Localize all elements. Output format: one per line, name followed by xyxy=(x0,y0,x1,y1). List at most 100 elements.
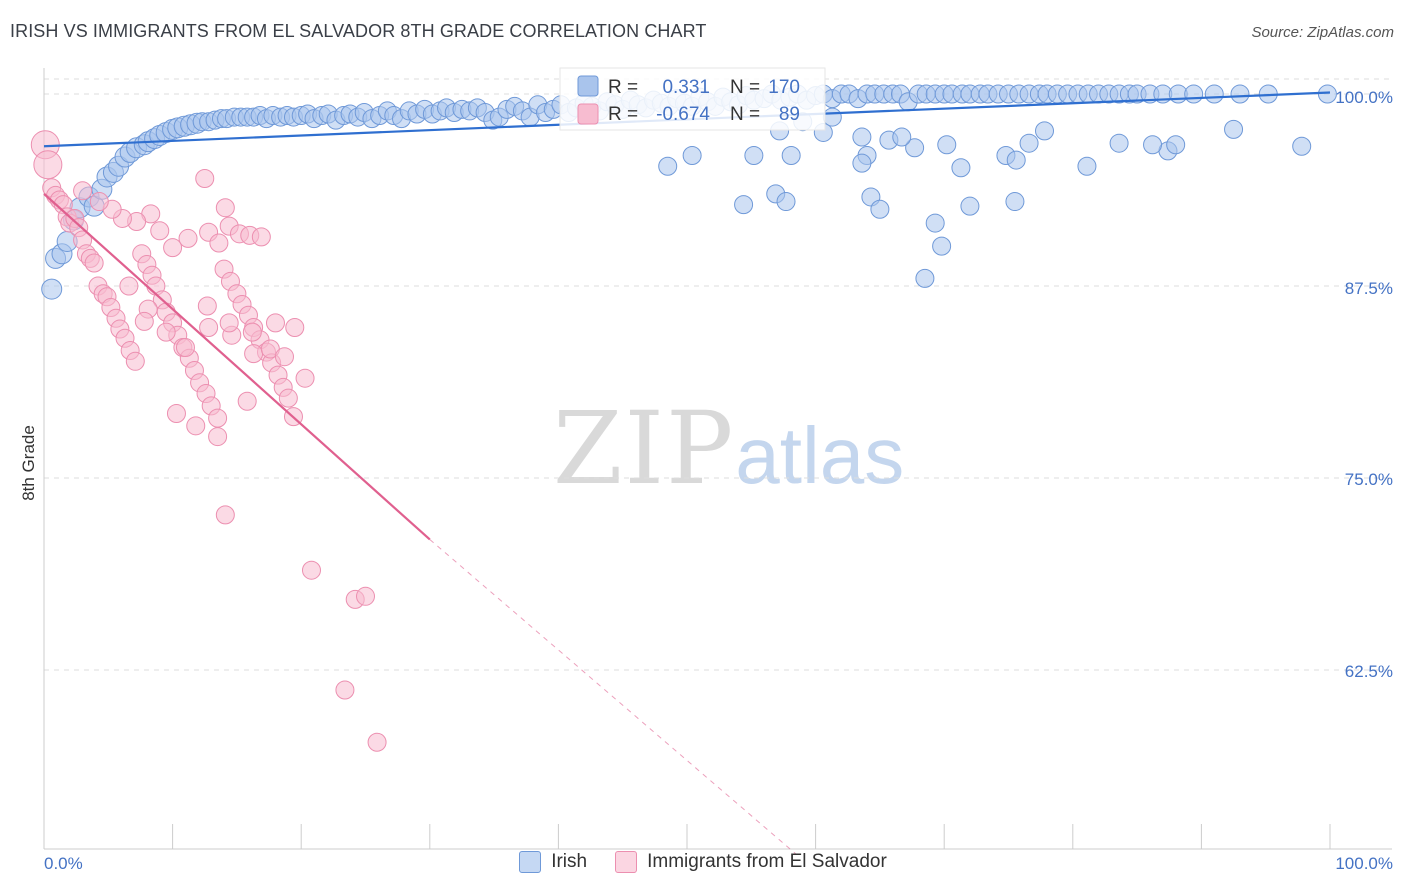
salvador-point-72 xyxy=(285,318,305,338)
salvador-point-75 xyxy=(166,404,186,424)
salvador-point-88 xyxy=(215,505,235,525)
irish-point-186 xyxy=(734,195,754,215)
irish-point-172 xyxy=(658,156,678,176)
irish-point-162 xyxy=(905,138,925,158)
stats-legend-n-label-irish: N = xyxy=(730,77,760,98)
irish-point-158 xyxy=(852,127,872,147)
irish-point-160 xyxy=(852,153,872,173)
irish-point-148 xyxy=(1230,84,1250,104)
x-tick-label-min: 0.0% xyxy=(44,854,83,873)
salvador-point-58 xyxy=(150,221,170,241)
x-tick-label-max: 100.0% xyxy=(1335,854,1393,873)
salvador-point-87 xyxy=(215,198,235,218)
salvador-point-13 xyxy=(84,253,104,273)
trend-line-salvador xyxy=(43,193,431,541)
stats-legend-n-label-salvador: N = xyxy=(730,104,760,125)
irish-point-146 xyxy=(1184,84,1204,104)
trend-line-salvador-extrapolated xyxy=(429,539,797,855)
chart-title: IRISH VS IMMIGRANTS FROM EL SALVADOR 8TH… xyxy=(10,21,707,41)
salvador-point-64 xyxy=(73,181,93,201)
series-salvador xyxy=(30,130,387,752)
stats-legend-n-value-irish: 170 xyxy=(768,77,800,98)
irish-point-169 xyxy=(1143,135,1163,155)
axes xyxy=(43,68,1392,850)
irish-point-150 xyxy=(1317,84,1337,104)
salvador-point-57 xyxy=(251,227,271,247)
stats-legend-r-label-irish: R = xyxy=(608,77,638,98)
stats-legend: R = 0.331 N = 170 R = -0.674 N = 89 xyxy=(559,67,826,131)
salvador-point-53 xyxy=(209,233,229,253)
salvador-point-51 xyxy=(178,228,198,248)
stats-legend-r-label-salvador: R = xyxy=(608,104,638,125)
salvador-point-86 xyxy=(195,169,215,189)
irish-point-183 xyxy=(1035,121,1055,141)
data-points xyxy=(30,84,1337,752)
y-tick-label-62-5: 62.5% xyxy=(1345,662,1393,681)
irish-point-163 xyxy=(937,135,957,155)
salvador-point-67 xyxy=(175,337,195,357)
y-axis-label: 8th Grade xyxy=(19,425,38,501)
trend-lines xyxy=(43,91,1331,855)
salvador-point-93 xyxy=(367,732,387,752)
salvador-point-73 xyxy=(119,276,139,296)
salvador-point-49 xyxy=(278,388,298,408)
stats-legend-box xyxy=(559,67,826,131)
salvador-point-63 xyxy=(89,192,109,212)
irish-point-185 xyxy=(1224,119,1244,139)
y-tick-label-100: 100.0% xyxy=(1335,88,1393,107)
stats-legend-swatch-irish xyxy=(577,75,599,97)
legend-item-salvador: Immigrants from El Salvador xyxy=(615,851,887,873)
salvador-point-91 xyxy=(356,586,375,606)
irish-point-165 xyxy=(1006,150,1026,170)
salvador-point-76 xyxy=(186,416,206,436)
salvador-point-77 xyxy=(208,427,228,447)
legend-label-irish: Irish xyxy=(551,851,588,872)
bottom-legend: Irish Immigrants from El Salvador xyxy=(0,851,1406,873)
stats-legend-swatch-salvador xyxy=(577,103,599,125)
irish-point-147 xyxy=(1204,84,1224,104)
salvador-point-74 xyxy=(134,311,154,331)
irish-point-167 xyxy=(1077,156,1097,176)
salvador-point-85 xyxy=(295,368,315,388)
salvador-point-78 xyxy=(237,391,257,411)
salvador-point-92 xyxy=(335,680,355,700)
irish-point-187 xyxy=(1292,136,1312,156)
salvador-point-81 xyxy=(219,313,239,333)
watermark-zip: ZIP xyxy=(553,390,736,507)
salvador-point-80 xyxy=(197,296,217,316)
irish-point-176 xyxy=(870,199,890,219)
chart-source: Source: ZipAtlas.com xyxy=(1251,24,1394,41)
salvador-point-82 xyxy=(242,322,262,342)
irish-point-179 xyxy=(951,158,971,178)
y-tick-label-87-5: 87.5% xyxy=(1345,279,1393,298)
watermark-atlas: atlas xyxy=(735,411,905,500)
salvador-point-1 xyxy=(33,150,63,180)
irish-point-0 xyxy=(41,278,63,300)
salvador-point-22 xyxy=(125,351,145,371)
irish-point-184 xyxy=(915,268,935,288)
irish-point-181 xyxy=(925,213,945,233)
irish-point-182 xyxy=(1005,192,1025,212)
salvador-point-68 xyxy=(199,318,219,338)
irish-point-174 xyxy=(776,192,796,212)
irish-point-180 xyxy=(932,236,952,256)
salvador-point-84 xyxy=(274,347,294,367)
watermark: ZIPatlas xyxy=(553,390,904,507)
irish-point-177 xyxy=(960,196,980,216)
stats-legend-n-value-salvador: 89 xyxy=(779,104,800,125)
irish-point-157 xyxy=(822,107,842,127)
stats-legend-r-value-salvador: -0.674 xyxy=(656,104,710,125)
legend-label-salvador: Immigrants from El Salvador xyxy=(647,851,887,872)
irish-point-171 xyxy=(781,145,801,165)
irish-point-178 xyxy=(892,127,912,147)
salvador-point-89 xyxy=(301,560,321,580)
salvador-point-71 xyxy=(265,313,285,333)
salvador-point-70 xyxy=(244,344,264,364)
salvador-point-37 xyxy=(208,408,228,428)
irish-point-152 xyxy=(744,145,764,165)
irish-point-168 xyxy=(1109,133,1129,153)
legend-swatch-salvador xyxy=(615,851,638,873)
stats-legend-r-value-irish: 0.331 xyxy=(662,77,710,98)
salvador-point-50 xyxy=(163,238,183,258)
